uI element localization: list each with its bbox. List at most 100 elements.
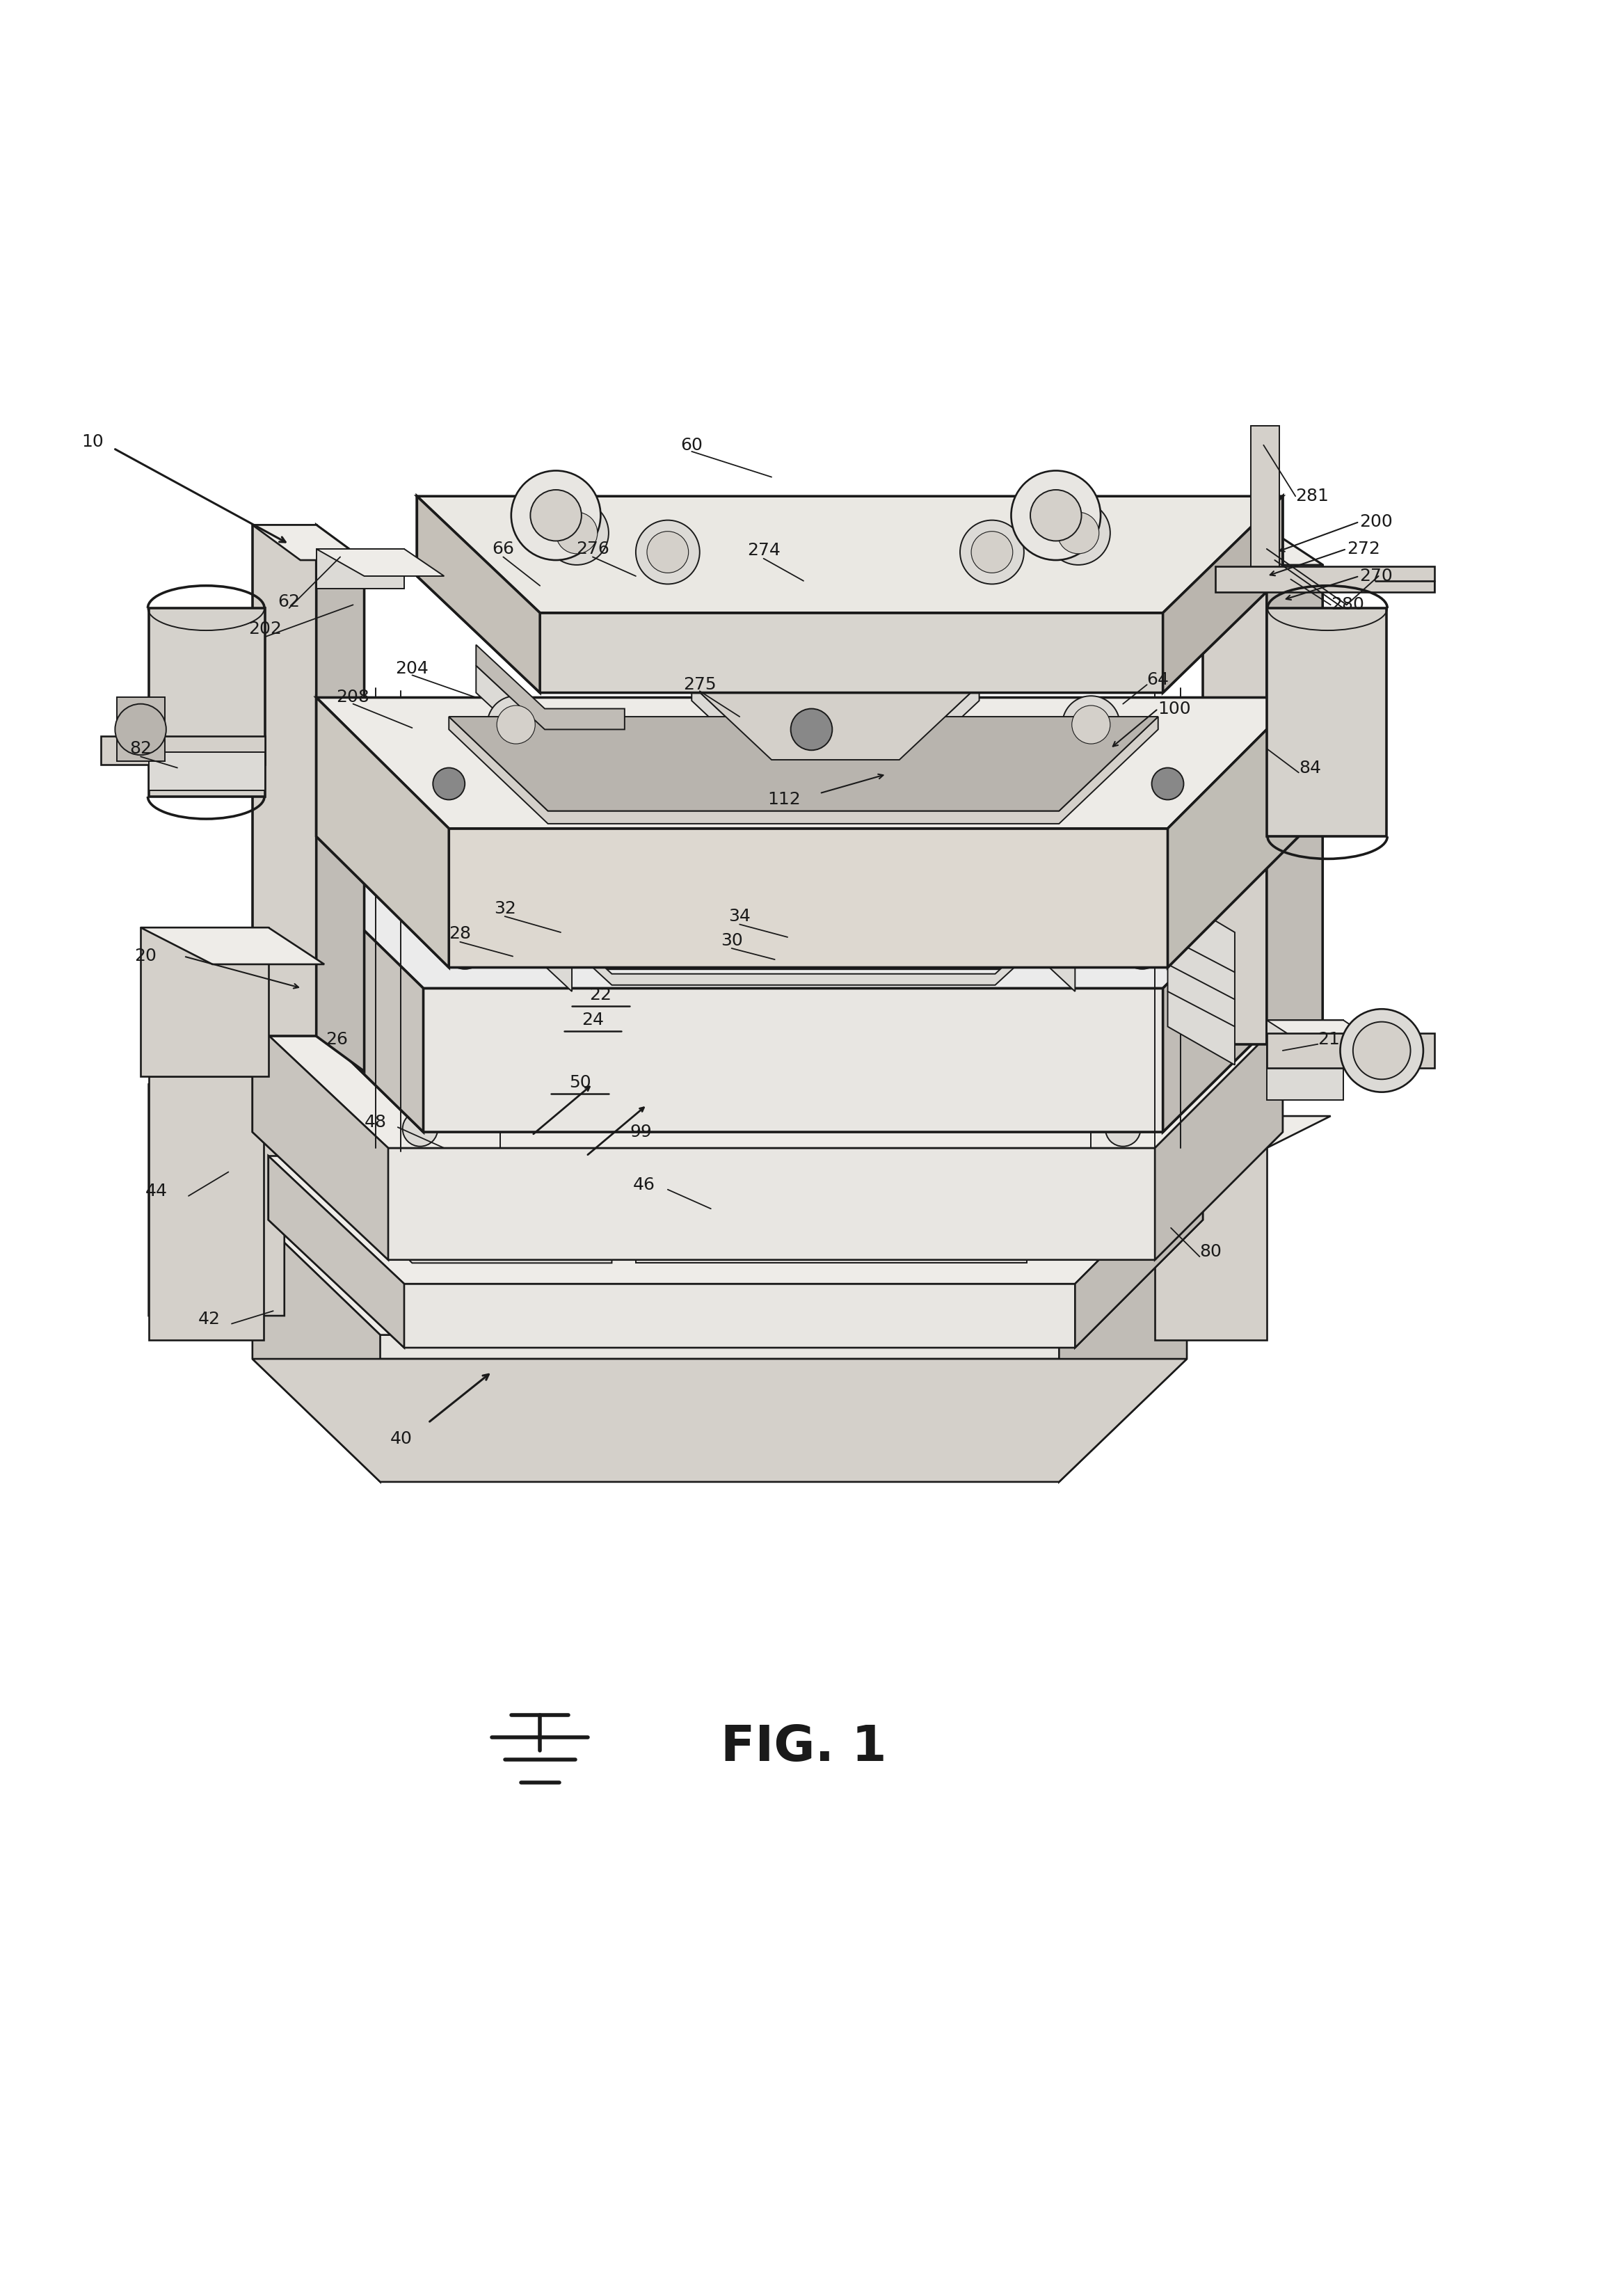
Circle shape [545,501,609,565]
Polygon shape [252,1212,381,1481]
Text: 46: 46 [633,1176,656,1194]
Text: 60: 60 [681,436,702,452]
Ellipse shape [702,1231,746,1258]
Polygon shape [148,1040,357,1077]
Polygon shape [492,797,1115,969]
Text: 48: 48 [365,1114,387,1132]
Circle shape [497,705,535,744]
Text: 21: 21 [1318,1031,1340,1047]
Text: 80: 80 [1200,1244,1221,1261]
Polygon shape [580,804,1027,886]
Text: 44: 44 [146,1182,167,1199]
Circle shape [982,1166,1008,1192]
Text: 270: 270 [1360,567,1393,585]
Circle shape [959,521,1024,583]
Polygon shape [252,1019,389,1261]
Circle shape [403,1111,437,1146]
Polygon shape [101,735,265,765]
Polygon shape [317,526,365,1072]
Circle shape [1353,1022,1411,1079]
Text: 276: 276 [575,540,609,558]
Polygon shape [1266,1033,1435,1068]
Text: 280: 280 [1331,597,1364,613]
Text: 34: 34 [728,907,750,925]
Polygon shape [317,1125,612,1263]
Text: 10: 10 [82,434,104,450]
Polygon shape [1168,893,1234,1065]
Circle shape [535,1155,561,1180]
Circle shape [1046,501,1110,565]
Circle shape [1122,872,1163,914]
Text: 275: 275 [683,677,717,693]
Text: 66: 66 [492,540,514,558]
Polygon shape [148,608,265,797]
Circle shape [1062,696,1120,753]
Polygon shape [317,698,1298,967]
Text: 99: 99 [630,1123,651,1141]
Polygon shape [289,856,1295,1132]
Polygon shape [572,937,1035,985]
Polygon shape [1168,698,1298,967]
Circle shape [1057,512,1099,553]
Text: 26: 26 [326,1031,349,1047]
Polygon shape [476,645,625,730]
Polygon shape [1003,900,1075,992]
Polygon shape [317,549,444,576]
Circle shape [1072,705,1110,744]
Polygon shape [252,1212,1188,1359]
Circle shape [530,489,582,542]
Polygon shape [1266,608,1387,836]
Ellipse shape [439,1219,482,1247]
Polygon shape [448,716,1159,824]
Polygon shape [317,549,405,588]
Text: 202: 202 [249,620,281,638]
Polygon shape [1202,528,1266,1045]
Polygon shape [1163,856,1295,1132]
Polygon shape [1250,427,1279,569]
Polygon shape [317,698,1298,829]
Polygon shape [416,496,1282,693]
Ellipse shape [829,1231,874,1258]
Text: 64: 64 [1147,670,1170,689]
Circle shape [636,521,699,583]
Polygon shape [317,698,448,967]
Text: 82: 82 [130,739,151,758]
Polygon shape [1266,1019,1343,1100]
Text: 272: 272 [1347,540,1380,558]
Polygon shape [252,1359,1188,1481]
Polygon shape [1163,496,1282,693]
Text: 208: 208 [336,689,370,705]
Circle shape [972,1157,1017,1203]
Text: 40: 40 [391,1430,411,1446]
Text: 20: 20 [135,948,156,964]
Circle shape [791,709,832,751]
Circle shape [1011,471,1101,560]
Polygon shape [1155,1116,1331,1148]
Polygon shape [252,1212,1188,1334]
Polygon shape [580,804,1027,912]
Ellipse shape [934,1231,977,1258]
Circle shape [116,705,166,755]
Text: FIG. 1: FIG. 1 [720,1722,887,1770]
Polygon shape [140,928,268,1077]
Polygon shape [1075,1155,1202,1348]
Circle shape [487,696,545,753]
Polygon shape [268,1155,1202,1283]
Polygon shape [476,666,625,758]
Polygon shape [252,1019,1282,1148]
Polygon shape [416,496,540,693]
Text: 50: 50 [569,1075,591,1091]
Polygon shape [117,698,164,762]
Polygon shape [289,856,1295,987]
Text: 281: 281 [1295,487,1329,505]
Polygon shape [1155,1148,1266,1339]
Polygon shape [500,900,572,992]
Text: 112: 112 [768,792,800,808]
Polygon shape [252,526,317,1035]
Polygon shape [268,1155,405,1348]
Circle shape [511,471,601,560]
Polygon shape [1202,528,1323,565]
Circle shape [1122,928,1163,969]
Circle shape [648,530,688,574]
Polygon shape [1059,1212,1188,1481]
